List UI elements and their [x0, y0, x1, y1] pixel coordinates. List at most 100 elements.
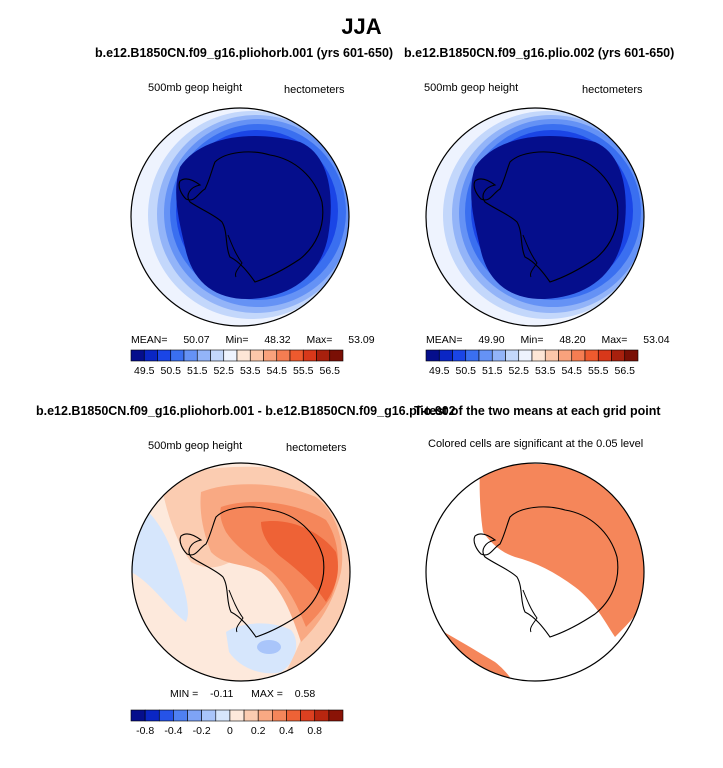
colorbar-swatch: [201, 709, 217, 722]
colorbar-swatch: [173, 709, 188, 722]
colorbar-tick-label: 56.5: [320, 365, 341, 377]
page-title: JJA: [341, 14, 382, 39]
panel-title-top-right: b.e12.B1850CN.f09_g16.plio.002 (yrs 601-…: [404, 46, 675, 60]
colorbar-swatch: [544, 349, 559, 362]
colorbar-tick-label: 0.2: [251, 725, 266, 737]
colorbar-swatch: [505, 349, 520, 362]
colorbar-swatch: [263, 349, 278, 362]
colorbar-swatch: [611, 349, 626, 362]
colorbar-swatch: [425, 349, 440, 362]
polar-map-bottom-left: [131, 462, 351, 682]
max-label: Max=: [306, 334, 333, 346]
colorbar-swatch: [187, 709, 202, 722]
antarctica-coastline: [178, 151, 324, 283]
colorbar-tick-label: 49.5: [429, 365, 450, 377]
max-value: 53.04: [643, 334, 670, 346]
variable-label: 500mb geop height: [148, 82, 243, 94]
colorbar-tick-label: 51.5: [482, 365, 503, 377]
colorbar-tick-label: 53.5: [535, 365, 556, 377]
max-value: 0.58: [294, 688, 316, 700]
max-value: 53.09: [348, 334, 375, 346]
colorbar-tick-label: 49.5: [134, 365, 155, 377]
colorbar-swatch: [558, 349, 573, 362]
polar-map-bottom-right: [425, 462, 645, 682]
antarctica-coastline: [473, 151, 619, 283]
colorbar-swatch: [183, 349, 198, 362]
colorbar-tick-label: 53.5: [240, 365, 261, 377]
colorbar-swatch: [170, 349, 185, 362]
colorbar-swatch: [210, 349, 225, 362]
panel-title-bottom-right: T-test of the two means at each grid poi…: [414, 404, 661, 418]
colorbar-swatch: [518, 349, 533, 362]
colorbar-swatch: [196, 349, 211, 362]
colorbar-swatch: [571, 349, 586, 362]
units-label: hectometers: [286, 442, 347, 454]
colorbar-tick-label: -0.4: [164, 725, 182, 737]
colorbar-bottom-left: -0.8 -0.4 -0.2 0 0.2 0.4 0.8: [130, 709, 344, 737]
colorbar-swatch: [144, 709, 160, 722]
min-value: -0.11: [210, 688, 234, 700]
min-value: 48.32: [264, 334, 291, 346]
colorbar-swatch: [215, 709, 231, 722]
colorbar-swatch: [316, 349, 331, 362]
colorbar-swatch: [438, 349, 453, 362]
mean-value: 49.90: [478, 334, 505, 346]
colorbar-tick-label: 51.5: [187, 365, 208, 377]
colorbar-swatch: [478, 349, 493, 362]
colorbar-swatch: [584, 349, 599, 362]
colorbar-swatch: [276, 349, 291, 362]
colorbar-tick-label: 0.8: [307, 725, 322, 737]
colorbar-swatch: [158, 709, 174, 722]
colorbar-top-right: 49.5 50.5 51.5 52.5 53.5 54.5 55.5 56.5: [425, 349, 639, 377]
min-label: MIN =: [170, 688, 199, 700]
colorbar-swatch: [300, 709, 316, 722]
units-label: hectometers: [284, 84, 345, 96]
colorbar-swatch: [452, 349, 467, 362]
colorbar-swatch: [302, 349, 317, 362]
panel-subtitle: Colored cells are significant at the 0.0…: [428, 438, 644, 450]
colorbar-tick-label: 0.4: [279, 725, 294, 737]
colorbar-swatch: [157, 349, 172, 362]
colorbar-swatch: [130, 349, 145, 362]
colorbar-swatch: [286, 709, 301, 722]
antarctica-coastline: [179, 506, 325, 638]
panel-title-bottom-left: b.e12.B1850CN.f09_g16.pliohorb.001 - b.e…: [36, 404, 456, 418]
colorbar-tick-label: 52.5: [509, 365, 530, 377]
colorbar-swatch: [130, 709, 146, 722]
colorbar-swatch: [143, 349, 158, 362]
colorbar-tick-label: 55.5: [588, 365, 609, 377]
colorbar-tick-label: 54.5: [267, 365, 288, 377]
colorbar-top-left: 49.5 50.5 51.5 52.5 53.5 54.5 55.5 56.5: [130, 349, 344, 377]
panel-title-top-left: b.e12.B1850CN.f09_g16.pliohorb.001 (yrs …: [95, 46, 394, 60]
colorbar-swatch: [223, 349, 238, 362]
colorbar-tick-label: 55.5: [293, 365, 314, 377]
colorbar-tick-label: 50.5: [161, 365, 182, 377]
colorbar-tick-label: 52.5: [214, 365, 235, 377]
colorbar-swatch: [597, 349, 612, 362]
min-label: Min=: [520, 334, 544, 346]
colorbar-swatch: [243, 709, 259, 722]
colorbar-tick-label: -0.8: [136, 725, 154, 737]
min-value: 48.20: [559, 334, 586, 346]
colorbar-swatch: [289, 349, 304, 362]
variable-label: 500mb geop height: [424, 82, 519, 94]
max-label: Max=: [601, 334, 628, 346]
colorbar-swatch: [624, 349, 639, 362]
colorbar-swatch: [328, 709, 344, 722]
colorbar-swatch: [314, 709, 330, 722]
colorbar-swatch: [272, 709, 287, 722]
max-label: MAX =: [251, 688, 283, 700]
colorbar-swatch: [531, 349, 546, 362]
colorbar-tick-label: 54.5: [562, 365, 583, 377]
colorbar-tick-label: 56.5: [615, 365, 636, 377]
colorbar-swatch: [229, 709, 245, 722]
polar-map-top-left: [130, 107, 350, 327]
mean-label: MEAN=: [426, 334, 463, 346]
colorbar-tick-label: 50.5: [456, 365, 477, 377]
colorbar-tick-label: 0: [227, 725, 233, 737]
colorbar-tick-label: -0.2: [193, 725, 211, 737]
polar-map-top-right: [425, 107, 645, 327]
mean-label: MEAN=: [131, 334, 168, 346]
colorbar-swatch: [491, 349, 506, 362]
colorbar-swatch: [465, 349, 480, 362]
